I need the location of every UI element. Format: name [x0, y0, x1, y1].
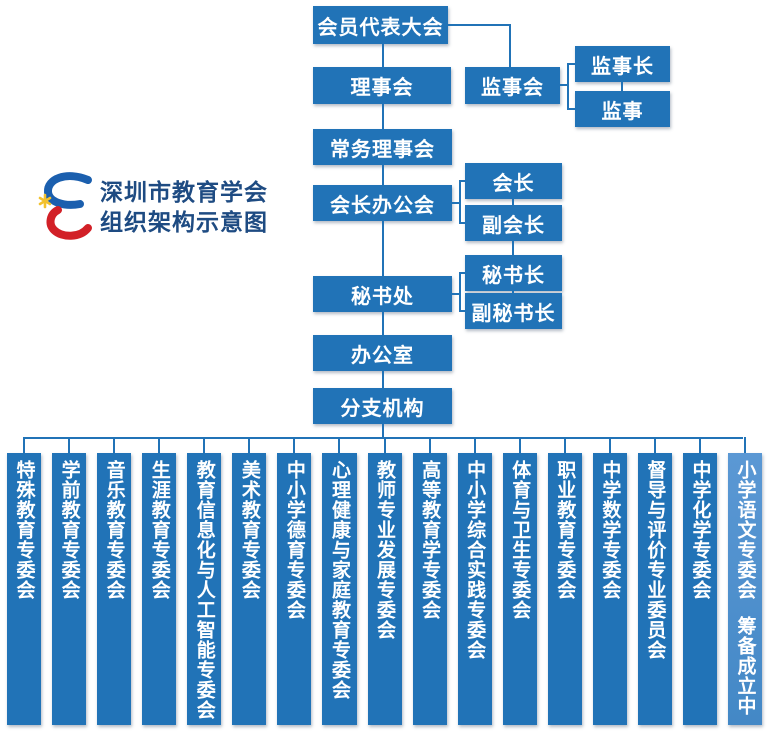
connector-line — [459, 180, 461, 224]
node-supervisor: 监事 — [575, 91, 670, 127]
connector-line — [452, 293, 460, 295]
committee-column: 生涯教育专委会 — [142, 437, 177, 725]
connector-line — [567, 63, 575, 65]
committee-column: 学前教育专委会 — [52, 437, 87, 725]
committee-column: 美术教育专委会 — [232, 437, 267, 725]
committee-label: 教育信息化与人工智能专委会 — [193, 460, 215, 720]
connector-line — [382, 104, 384, 129]
committee-label: 生涯教育专委会 — [148, 460, 170, 600]
connector-line — [512, 291, 514, 293]
connector-line — [382, 312, 384, 335]
committee-label: 学前教育专委会 — [58, 460, 80, 600]
connector-rail — [23, 437, 743, 439]
connector-line — [382, 424, 384, 438]
connector-line — [567, 108, 575, 110]
committee-label: 音乐教育专委会 — [103, 460, 125, 600]
committee-label: 高等教育学专委会 — [419, 460, 441, 620]
committee-note: 筹备成立中 — [734, 616, 756, 716]
connector-line — [382, 221, 384, 276]
connector-line — [382, 43, 384, 67]
committee-label: 中小学德育专委会 — [283, 460, 305, 620]
committee-column: 音乐教育专委会 — [97, 437, 132, 725]
society-logo-icon — [38, 172, 92, 240]
node-chief-supervisor: 监事长 — [575, 46, 670, 82]
committee-column: 体育与卫生专委会 — [502, 437, 537, 725]
connector-line — [621, 82, 623, 91]
committee-column: 职业教育专委会 — [547, 437, 582, 725]
connector-line — [560, 84, 568, 86]
committee-column: 中学数学专委会 — [592, 437, 627, 725]
connector-line — [452, 202, 460, 204]
connector-line — [567, 63, 569, 110]
committee-label: 督导与评价专业委员会 — [644, 460, 666, 660]
committee-column: 高等教育学专委会 — [412, 437, 447, 725]
connector-line — [512, 199, 514, 205]
committee-column: 中学化学专委会 — [682, 437, 717, 725]
committee-column: 中小学德育专委会 — [277, 437, 312, 725]
committee-column: 特殊教育专委会 — [7, 437, 42, 725]
connector-line — [459, 272, 461, 312]
connector-line — [459, 310, 465, 312]
committee-label: 职业教育专委会 — [554, 460, 576, 600]
node-deputy-secretary-general: 副秘书长 — [465, 293, 562, 329]
committee-label: 体育与卫生专委会 — [509, 460, 531, 620]
node-council: 理事会 — [313, 67, 451, 104]
node-office: 办公室 — [313, 335, 452, 371]
committee-label: 美术教育专委会 — [238, 460, 260, 600]
page-title-line2: 组织架构示意图 — [100, 209, 268, 235]
connector-line — [512, 241, 514, 255]
star-icon — [38, 193, 52, 209]
committee-label: 特殊教育专委会 — [13, 460, 35, 600]
connector-line — [509, 24, 511, 67]
committee-label: 中小学综合实践专委会 — [464, 460, 486, 660]
node-members-assembly: 会员代表大会 — [313, 6, 448, 44]
committees-row: 特殊教育专委会 学前教育专委会 音乐教育专委会 生涯教育专委会 教育信息化与人工智能专委… — [7, 437, 763, 725]
node-president-office: 会长办公会 — [313, 185, 452, 221]
page-title-line1: 深圳市教育学会 — [100, 179, 268, 205]
committee-label: 小学语文专委会筹备成立中 — [734, 460, 756, 716]
brand-block: 深圳市教育学会 组织架构示意图 — [38, 168, 288, 246]
committee-column: 心理健康与家庭教育专委会 — [322, 437, 357, 725]
committee-column: 教育信息化与人工智能专委会 — [187, 437, 222, 725]
connector-line — [382, 371, 384, 388]
committee-label: 心理健康与家庭教育专委会 — [328, 460, 350, 700]
node-president: 会长 — [465, 163, 562, 199]
committee-label: 中学化学专委会 — [689, 460, 711, 600]
connector-line — [459, 180, 465, 182]
committee-column: 督导与评价专业委员会 — [637, 437, 672, 725]
node-standing-council: 常务理事会 — [313, 129, 452, 165]
node-secretariat: 秘书处 — [313, 276, 452, 312]
committee-label: 中学数学专委会 — [599, 460, 621, 600]
connector-line — [459, 222, 465, 224]
node-vice-president: 副会长 — [465, 205, 562, 241]
committee-column: 小学语文专委会筹备成立中 — [728, 437, 763, 725]
committee-column: 教师专业发展专委会 — [367, 437, 402, 725]
node-branches: 分支机构 — [313, 388, 452, 424]
node-secretary-general: 秘书长 — [465, 255, 562, 291]
page-title: 深圳市教育学会 组织架构示意图 — [100, 177, 268, 237]
connector-line — [459, 272, 465, 274]
committee-label: 教师专业发展专委会 — [374, 460, 396, 640]
connector-line — [382, 165, 384, 185]
committee-column: 中小学综合实践专委会 — [457, 437, 492, 725]
node-supervisory-board: 监事会 — [465, 67, 560, 104]
connector-line — [447, 24, 510, 26]
